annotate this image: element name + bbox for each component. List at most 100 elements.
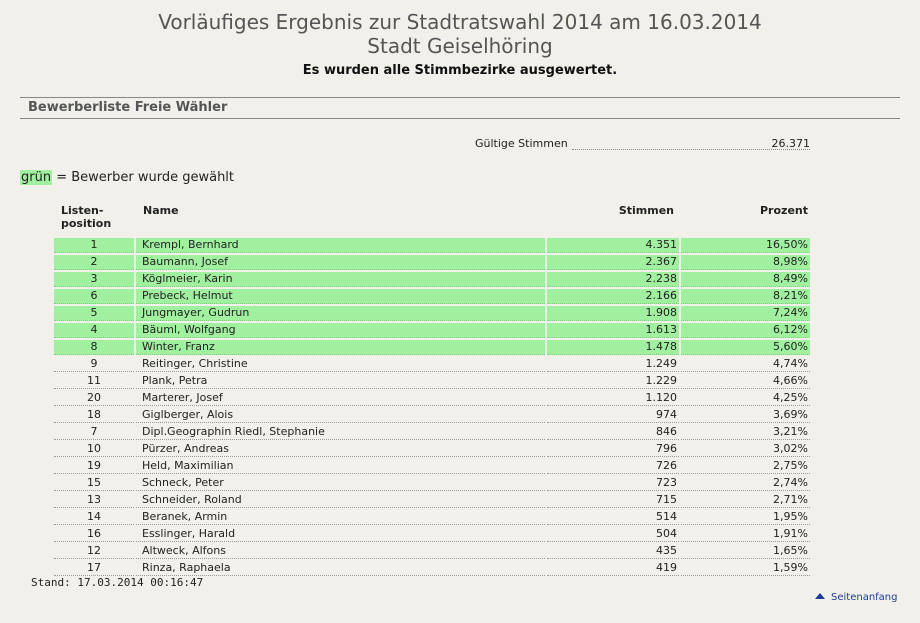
cell-name: Reitinger, Christine [136, 357, 545, 372]
cell-votes: 4.351 [547, 238, 679, 253]
cell-percent: 6,12% [681, 323, 810, 338]
cell-position: 16 [54, 527, 134, 542]
cell-votes: 1.613 [547, 323, 679, 338]
cell-percent: 2,71% [681, 493, 810, 508]
table-row: 7 Dipl.Geographin Riedl, Stephanie 846 3,21… [54, 425, 810, 440]
cell-votes: 504 [547, 527, 679, 542]
cell-position: 15 [54, 476, 134, 491]
valid-votes-leader [572, 149, 810, 150]
cell-percent: 1,59% [681, 561, 810, 576]
cell-name: Giglberger, Alois [136, 408, 545, 423]
cell-name: Köglmeier, Karin [136, 272, 545, 287]
arrow-up-icon [815, 593, 825, 599]
cell-position: 1 [54, 238, 134, 253]
column-header-votes: Stimmen [618, 204, 674, 217]
cell-name: Winter, Franz [136, 340, 545, 355]
legend: grün = Bewerber wurde gewählt [20, 170, 234, 185]
back-to-top-link[interactable]: Seitenanfang [815, 592, 898, 603]
cell-position: 13 [54, 493, 134, 508]
cell-percent: 2,75% [681, 459, 810, 474]
cell-position: 14 [54, 510, 134, 525]
cell-name: Schneck, Peter [136, 476, 545, 491]
table-row: 13 Schneider, Roland 715 2,71% [54, 493, 810, 508]
cell-position: 12 [54, 544, 134, 559]
back-to-top-label: Seitenanfang [831, 592, 898, 603]
legend-text: = Bewerber wurde gewählt [52, 170, 235, 185]
cell-votes: 1.478 [547, 340, 679, 355]
cell-name: Beranek, Armin [136, 510, 545, 525]
column-header-percent: Prozent [760, 204, 808, 217]
column-header-name: Name [143, 204, 179, 217]
column-header-position: Listen- position [61, 204, 111, 230]
cell-position: 10 [54, 442, 134, 457]
page-title-line1: Vorläufiges Ergebnis zur Stadtratswahl 2… [158, 10, 762, 34]
cell-percent: 16,50% [681, 238, 810, 253]
cell-percent: 1,91% [681, 527, 810, 542]
cell-percent: 4,66% [681, 374, 810, 389]
cell-votes: 2.238 [547, 272, 679, 287]
cell-name: Plank, Petra [136, 374, 545, 389]
cell-votes: 1.249 [547, 357, 679, 372]
legend-swatch: grün [20, 170, 53, 185]
cell-votes: 1.908 [547, 306, 679, 321]
cell-votes: 796 [547, 442, 679, 457]
table-row: 1 Krempl, Bernhard 4.351 16,50% [54, 238, 810, 253]
cell-position: 19 [54, 459, 134, 474]
cell-position: 8 [54, 340, 134, 355]
table-row: 19 Held, Maximilian 726 2,75% [54, 459, 810, 474]
cell-name: Altweck, Alfons [136, 544, 545, 559]
valid-votes-label: Gültige Stimmen [475, 137, 568, 150]
table-row: 20 Marterer, Josef 1.120 4,25% [54, 391, 810, 406]
timestamp: Stand: 17.03.2014 00:16:47 [31, 576, 204, 589]
table-row: 4 Bäuml, Wolfgang 1.613 6,12% [54, 323, 810, 338]
cell-name: Pürzer, Andreas [136, 442, 545, 457]
table-row: 11 Plank, Petra 1.229 4,66% [54, 374, 810, 389]
table-row: 5 Jungmayer, Gudrun 1.908 7,24% [54, 306, 810, 321]
table-row: 9 Reitinger, Christine 1.249 4,74% [54, 357, 810, 372]
cell-votes: 2.367 [547, 255, 679, 270]
status-text: Es wurden alle Stimmbezirke ausgewertet. [302, 63, 618, 78]
cell-name: Schneider, Roland [136, 493, 545, 508]
cell-name: Prebeck, Helmut [136, 289, 545, 304]
cell-position: 4 [54, 323, 134, 338]
section-title: Bewerberliste Freie Wähler [28, 100, 228, 115]
cell-votes: 1.229 [547, 374, 679, 389]
cell-position: 2 [54, 255, 134, 270]
cell-name: Held, Maximilian [136, 459, 545, 474]
table-row: 8 Winter, Franz 1.478 5,60% [54, 340, 810, 355]
section-divider-top [20, 97, 900, 98]
cell-votes: 723 [547, 476, 679, 491]
table-row: 17 Rinza, Raphaela 419 1,59% [54, 561, 810, 576]
table-row: 14 Beranek, Armin 514 1,95% [54, 510, 810, 525]
cell-position: 18 [54, 408, 134, 423]
cell-votes: 435 [547, 544, 679, 559]
table-row: 16 Esslinger, Harald 504 1,91% [54, 527, 810, 542]
cell-position: 7 [54, 425, 134, 440]
cell-votes: 715 [547, 493, 679, 508]
cell-position: 6 [54, 289, 134, 304]
cell-position: 11 [54, 374, 134, 389]
cell-percent: 5,60% [681, 340, 810, 355]
cell-percent: 8,49% [681, 272, 810, 287]
table-row: 12 Altweck, Alfons 435 1,65% [54, 544, 810, 559]
cell-percent: 3,69% [681, 408, 810, 423]
cell-percent: 7,24% [681, 306, 810, 321]
table-row: 6 Prebeck, Helmut 2.166 8,21% [54, 289, 810, 304]
cell-position: 17 [54, 561, 134, 576]
valid-votes-value: 26.371 [771, 137, 811, 150]
cell-percent: 1,95% [681, 510, 810, 525]
cell-votes: 2.166 [547, 289, 679, 304]
cell-name: Bäuml, Wolfgang [136, 323, 545, 338]
cell-percent: 3,21% [681, 425, 810, 440]
table-row: 3 Köglmeier, Karin 2.238 8,49% [54, 272, 810, 287]
cell-percent: 8,21% [681, 289, 810, 304]
table-row: 18 Giglberger, Alois 974 3,69% [54, 408, 810, 423]
cell-votes: 846 [547, 425, 679, 440]
cell-votes: 419 [547, 561, 679, 576]
column-header-position-line1: Listen- [61, 204, 104, 217]
cell-position: 9 [54, 357, 134, 372]
cell-name: Rinza, Raphaela [136, 561, 545, 576]
cell-percent: 8,98% [681, 255, 810, 270]
cell-percent: 2,74% [681, 476, 810, 491]
column-header-position-line2: position [61, 217, 112, 230]
